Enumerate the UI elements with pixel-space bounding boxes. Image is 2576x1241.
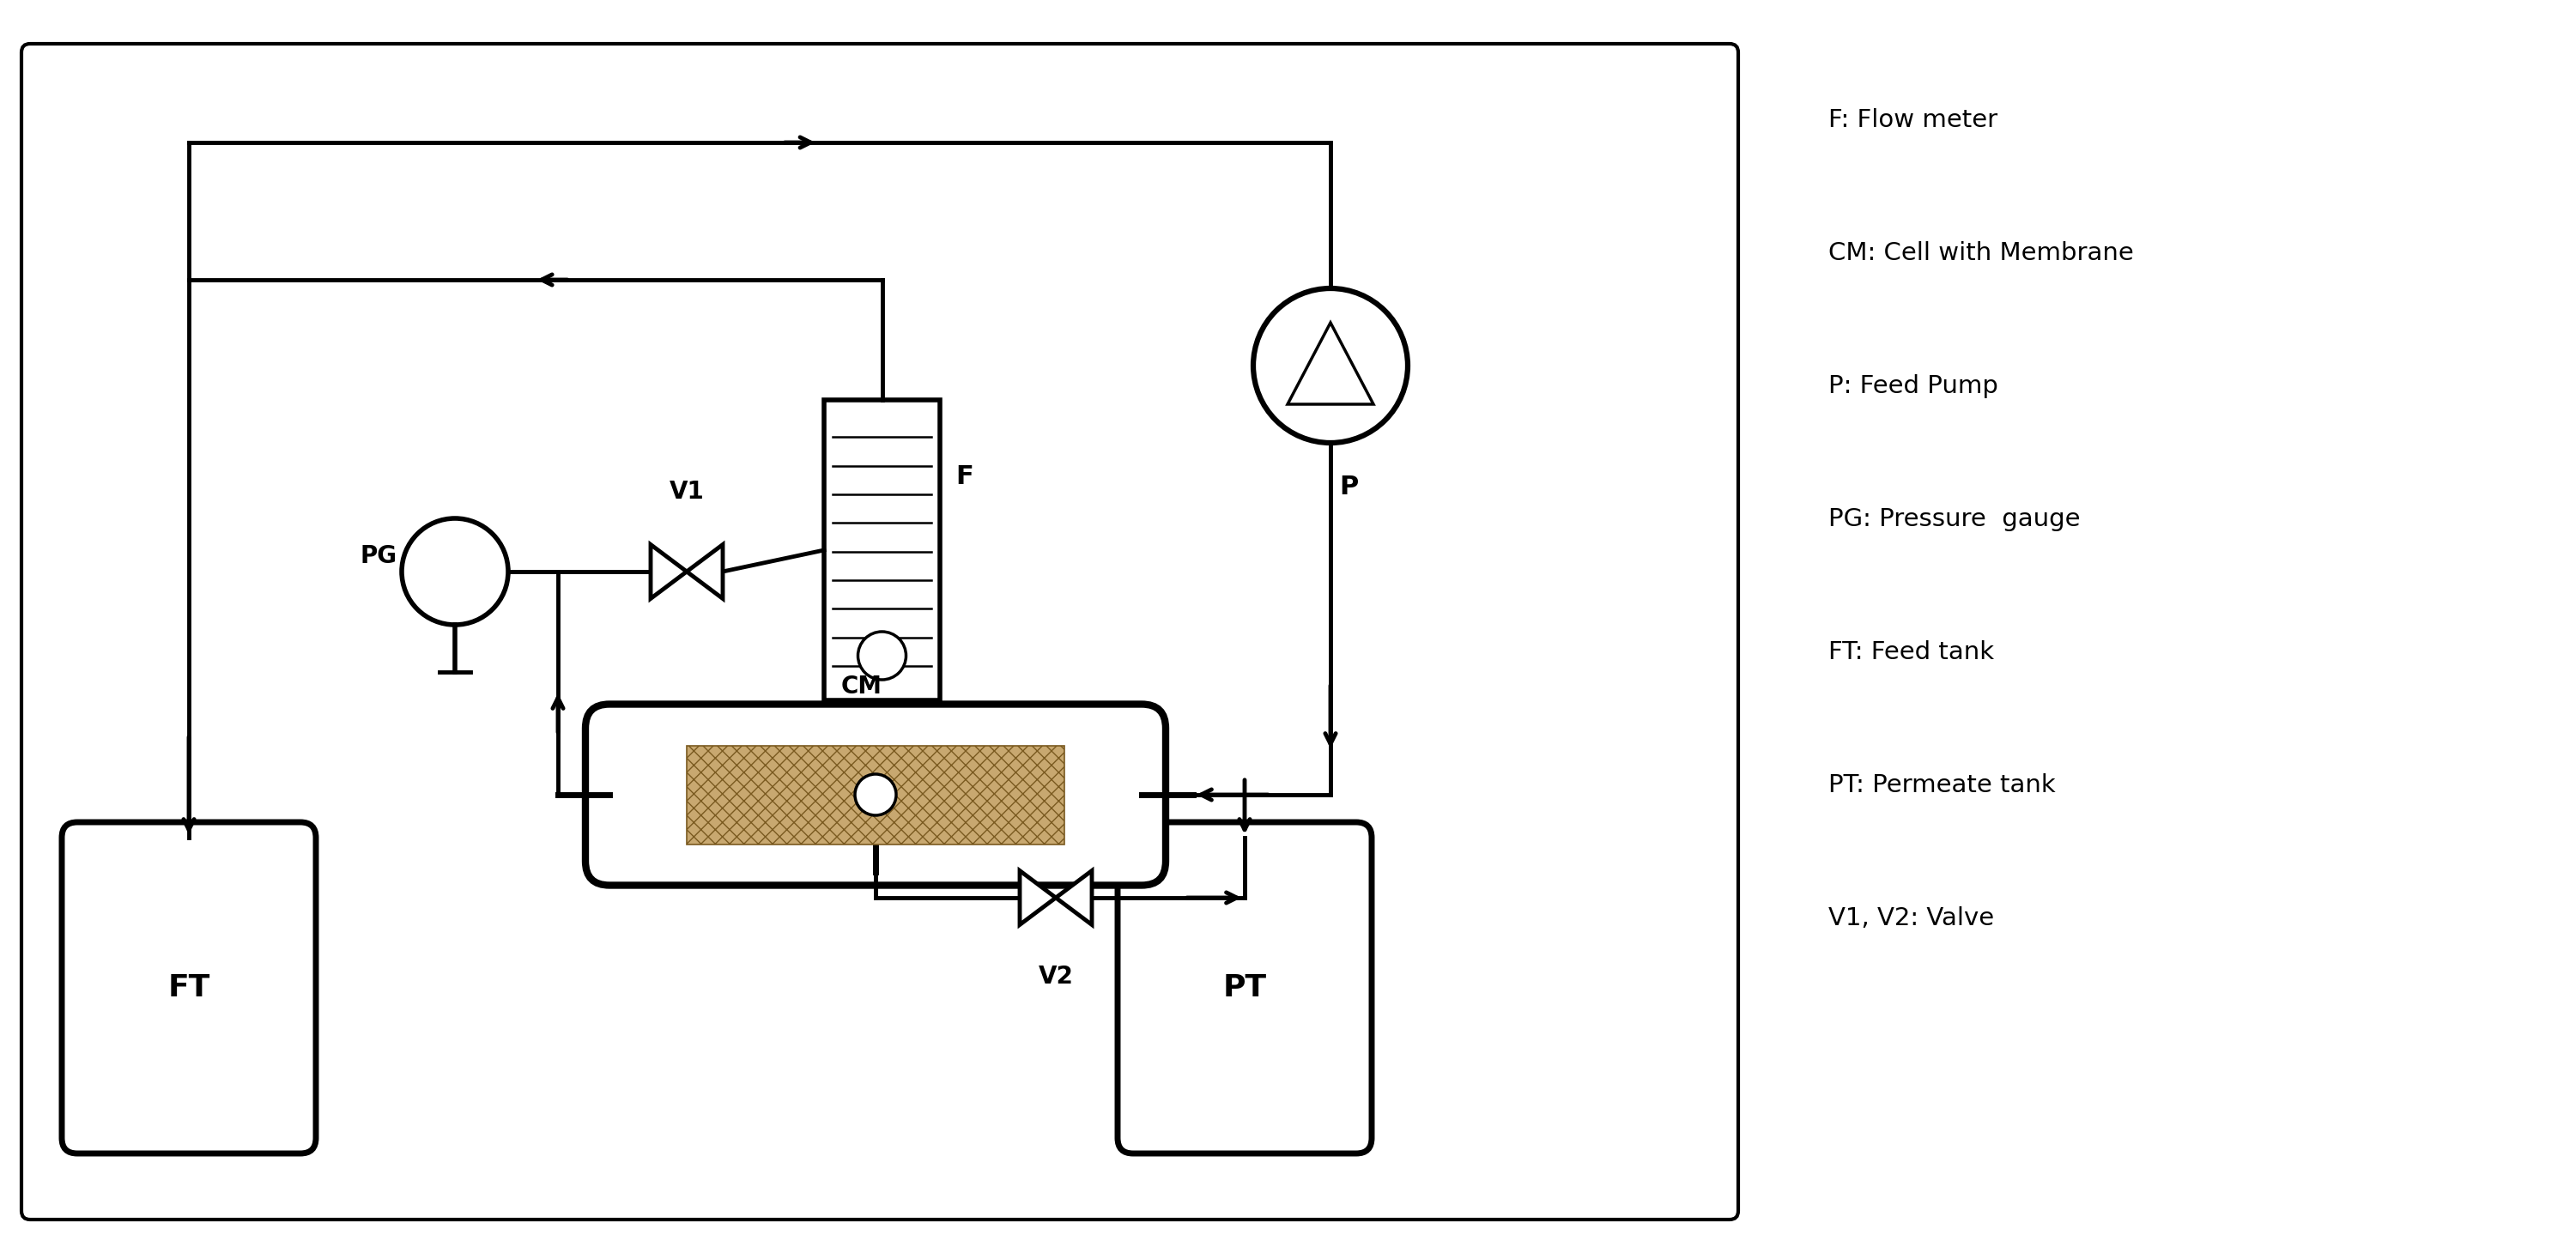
FancyBboxPatch shape [1118,823,1370,1153]
Text: PG: PG [361,544,397,568]
Bar [688,746,1064,844]
Polygon shape [688,545,724,598]
Text: PG: Pressure  gauge: PG: Pressure gauge [1829,508,2081,531]
FancyBboxPatch shape [21,43,1739,1220]
Polygon shape [1288,323,1373,405]
Text: P: Feed Pump: P: Feed Pump [1829,375,1999,398]
Text: PT: Permeate tank: PT: Permeate tank [1829,773,2056,797]
Text: V1, V2: Valve: V1, V2: Valve [1829,906,1994,931]
Text: FT: FT [167,973,211,1003]
Bar [824,400,940,700]
Text: F: Flow meter: F: Flow meter [1829,108,1996,133]
Text: CM: CM [842,675,884,699]
Text: CM: Cell with Membrane: CM: Cell with Membrane [1829,241,2133,266]
Polygon shape [1056,871,1092,925]
Circle shape [858,632,907,680]
Polygon shape [652,545,688,598]
Text: PT: PT [1224,973,1267,1003]
Circle shape [855,774,896,815]
Text: FT: Feed tank: FT: Feed tank [1829,640,1994,664]
Circle shape [1255,288,1406,443]
Circle shape [402,519,507,624]
Bar [688,746,1064,844]
Text: F: F [956,464,974,489]
Text: V1: V1 [670,480,703,504]
Text: P: P [1340,474,1358,499]
Polygon shape [1020,871,1056,925]
FancyBboxPatch shape [585,704,1167,885]
Text: V2: V2 [1038,964,1074,989]
FancyBboxPatch shape [62,823,317,1153]
